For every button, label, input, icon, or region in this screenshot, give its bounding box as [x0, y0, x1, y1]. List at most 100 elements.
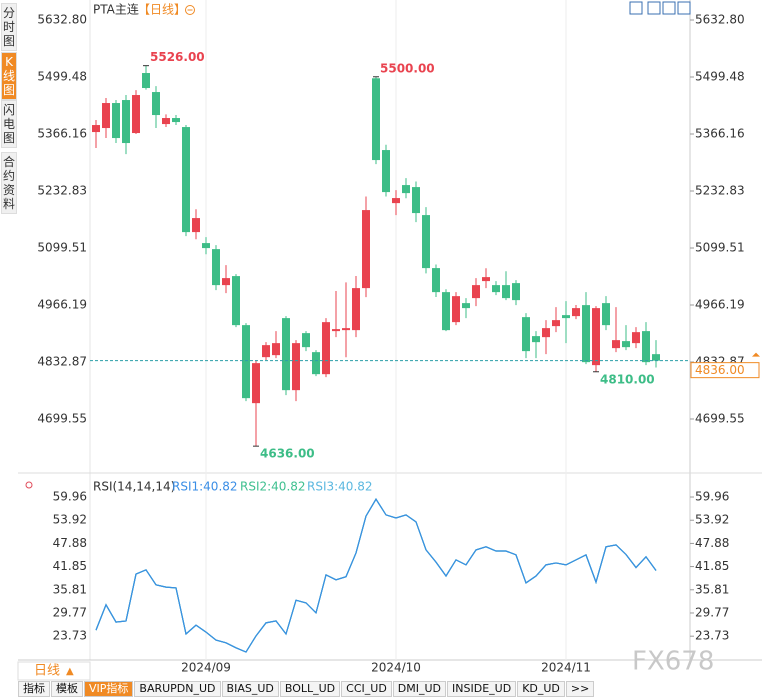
y-tick-label: 5366.16 — [695, 126, 745, 140]
candle-body — [122, 100, 130, 144]
last-price-box — [690, 362, 760, 379]
y-tick-label: 5232.83 — [37, 183, 87, 197]
indicator-tab[interactable]: BOLL_UD — [279, 681, 341, 697]
period-button[interactable] — [17, 661, 91, 681]
period-button-label: 日线 — [34, 664, 60, 679]
extreme-label: 5526.00 — [150, 50, 205, 64]
candle-body — [172, 118, 180, 123]
collapse-icon[interactable] — [185, 5, 195, 15]
legend-entry: RSI1:40.82 — [172, 480, 238, 494]
toolbar — [629, 1, 691, 15]
legend-entry: RSI3:40.82 — [307, 480, 373, 494]
side-tab[interactable]: 合约资料 — [1, 152, 17, 214]
x-tick-label: 2024/10 — [371, 661, 421, 675]
y-tick-label: 47.88 — [53, 536, 87, 550]
settings-icon[interactable] — [25, 481, 33, 489]
indicator-tab[interactable]: 模板 — [51, 681, 83, 697]
candle-body — [442, 292, 450, 331]
candle-body — [312, 352, 320, 375]
candle-body — [362, 210, 370, 289]
candle-body — [322, 322, 330, 375]
y-tick-label: 5366.16 — [37, 126, 87, 140]
indicator-tab[interactable]: DMI_UD — [392, 681, 447, 697]
y-tick-label: 29.77 — [695, 605, 729, 619]
candle-body — [212, 249, 220, 286]
side-tab[interactable]: K线图 — [1, 52, 17, 100]
y-tick-label: 47.88 — [695, 536, 729, 550]
candle-body — [562, 315, 570, 319]
candle-body — [502, 285, 510, 299]
period-label: 【日线】 — [138, 3, 186, 17]
candle-body — [242, 325, 250, 399]
y-tick-label: 23.73 — [695, 629, 729, 643]
candle-body — [372, 78, 380, 161]
tool-reset[interactable] — [677, 1, 691, 15]
rsi-line — [95, 498, 657, 653]
candle-body — [492, 285, 500, 293]
candle-body — [532, 336, 540, 343]
candle-body — [92, 125, 100, 133]
candle-body — [572, 308, 580, 317]
y-tick-label: 4699.55 — [37, 411, 87, 425]
y-tick-label: 23.73 — [53, 629, 87, 643]
tool-move[interactable] — [629, 1, 643, 15]
candle-body — [182, 127, 190, 233]
y-tick-label: 41.85 — [53, 559, 87, 573]
indicator-tab[interactable]: >> — [565, 681, 595, 697]
candle-body — [522, 317, 530, 352]
side-tab[interactable]: 闪电图 — [1, 100, 17, 148]
y-tick-label: 41.85 — [695, 559, 729, 573]
y-tick-label: 35.81 — [695, 582, 729, 596]
candle-body — [632, 332, 640, 344]
indicator-tab[interactable]: BIAS_UD — [221, 681, 279, 697]
y-tick-label: 5099.51 — [695, 240, 745, 254]
rsi-title: RSI(14,14,14) — [93, 480, 175, 494]
indicator-tab[interactable]: VIP指标 — [84, 681, 134, 697]
y-tick-label: 35.81 — [53, 582, 87, 596]
candle-body — [252, 363, 260, 404]
y-tick-label: 59.96 — [53, 490, 87, 504]
indicator-tab[interactable]: KD_UD — [517, 681, 565, 697]
chart-title: PTA主连 — [93, 2, 139, 17]
candle-body — [602, 303, 610, 326]
period-button-arrow: ▲ — [66, 666, 74, 677]
side-tab[interactable]: 分时图 — [1, 3, 17, 51]
y-tick-label: 53.92 — [53, 513, 87, 527]
candle-body — [132, 95, 140, 134]
candle-body — [272, 343, 280, 356]
candle-body — [592, 308, 600, 366]
candle-body — [262, 345, 270, 358]
candle-body — [582, 305, 590, 363]
candle-body — [202, 243, 210, 249]
candle-body — [472, 285, 480, 299]
indicator-tab[interactable]: CCI_UD — [341, 681, 392, 697]
tool-zoom-in[interactable] — [647, 1, 661, 15]
y-tick-label: 5232.83 — [695, 183, 745, 197]
y-tick-label: 59.96 — [695, 490, 729, 504]
y-tick-label: 5499.48 — [37, 70, 87, 84]
indicator-tab[interactable]: INSIDE_UD — [447, 681, 517, 697]
candle-body — [482, 277, 490, 282]
x-tick-label: 2024/09 — [181, 661, 231, 675]
candle-body — [642, 331, 650, 363]
indicator-tab[interactable]: BARUPDN_UD — [134, 681, 221, 697]
candle-body — [552, 320, 560, 327]
y-tick-label: 29.77 — [53, 605, 87, 619]
y-tick-label: 4966.19 — [695, 297, 745, 311]
candle-body — [612, 340, 620, 349]
candle-body — [222, 278, 230, 286]
background — [18, 0, 762, 697]
candle-body — [462, 303, 470, 309]
y-tick-label: 53.92 — [695, 513, 729, 527]
candle-body — [452, 296, 460, 323]
candle-body — [142, 73, 150, 89]
tool-zoom-out[interactable] — [662, 1, 676, 15]
candle-body — [112, 103, 120, 139]
y-tick-label: 5499.48 — [695, 70, 745, 84]
candle-body — [412, 187, 420, 214]
candle-body — [192, 218, 200, 233]
indicator-tab[interactable]: 指标 — [18, 681, 50, 697]
candle-body — [232, 276, 240, 326]
